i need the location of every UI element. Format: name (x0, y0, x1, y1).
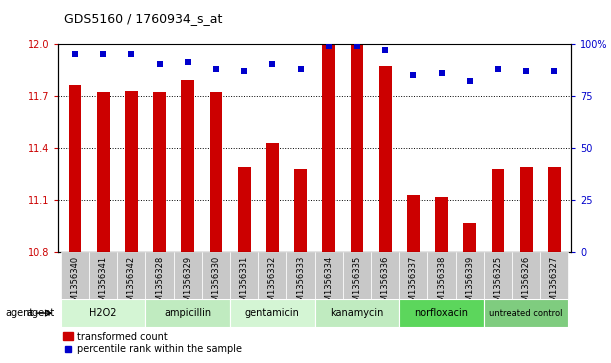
Bar (435, 197, 448, 252)
Text: kanamycin: kanamycin (331, 308, 384, 318)
Bar (351, 44, 364, 252)
Bar (540, 252, 568, 299)
Point (437, 70, 447, 76)
Point (521, 68, 531, 74)
Point (296, 66, 306, 72)
Bar (512, 252, 540, 299)
Point (549, 68, 559, 74)
Bar (407, 195, 420, 252)
Text: GSM1356338: GSM1356338 (437, 256, 446, 313)
Bar (61, 252, 89, 299)
Bar (484, 299, 568, 327)
Text: GSM1356326: GSM1356326 (522, 256, 531, 312)
Point (183, 60, 192, 65)
Bar (295, 169, 307, 252)
Text: untreated control: untreated control (489, 309, 563, 318)
Text: GDS5160 / 1760934_s_at: GDS5160 / 1760934_s_at (64, 12, 222, 25)
Bar (520, 167, 533, 252)
Point (380, 47, 390, 53)
Bar (145, 299, 230, 327)
Text: GSM1356332: GSM1356332 (268, 256, 277, 312)
Bar (399, 252, 428, 299)
Bar (153, 92, 166, 252)
Bar (68, 85, 81, 252)
Point (324, 43, 334, 49)
Point (493, 66, 503, 72)
Text: agent: agent (27, 308, 55, 318)
Text: norfloxacin: norfloxacin (415, 308, 469, 318)
Text: GSM1356330: GSM1356330 (211, 256, 221, 312)
Bar (117, 252, 145, 299)
Bar (287, 252, 315, 299)
Bar (548, 167, 561, 252)
Bar (230, 252, 258, 299)
Bar (238, 167, 251, 252)
Point (98, 51, 108, 57)
Text: GSM1356342: GSM1356342 (127, 256, 136, 312)
Bar (484, 252, 512, 299)
Bar (202, 252, 230, 299)
Bar (463, 223, 476, 252)
Text: GSM1356331: GSM1356331 (240, 256, 249, 312)
Bar (181, 80, 194, 252)
Point (70, 51, 80, 57)
Text: GSM1356341: GSM1356341 (98, 256, 108, 312)
Text: ampicillin: ampicillin (164, 308, 211, 318)
Point (126, 51, 136, 57)
Point (409, 72, 419, 78)
Bar (323, 44, 335, 252)
Bar (89, 252, 117, 299)
Text: GSM1356325: GSM1356325 (494, 256, 502, 312)
Text: H2O2: H2O2 (89, 308, 117, 318)
Text: agent: agent (6, 308, 34, 318)
Text: GSM1356335: GSM1356335 (353, 256, 362, 312)
Bar (456, 252, 484, 299)
Legend: transformed count, percentile rank within the sample: transformed count, percentile rank withi… (63, 331, 243, 355)
Bar (315, 252, 343, 299)
Text: GSM1356337: GSM1356337 (409, 256, 418, 313)
Text: gentamicin: gentamicin (245, 308, 300, 318)
Bar (258, 252, 287, 299)
Point (352, 43, 362, 49)
Point (465, 78, 475, 84)
Bar (492, 169, 504, 252)
Bar (61, 299, 145, 327)
Bar (97, 92, 109, 252)
Bar (266, 143, 279, 252)
Bar (428, 252, 456, 299)
Text: GSM1356340: GSM1356340 (70, 256, 79, 312)
Text: GSM1356339: GSM1356339 (465, 256, 474, 312)
Bar (343, 252, 371, 299)
Text: GSM1356334: GSM1356334 (324, 256, 333, 312)
Bar (315, 299, 399, 327)
Text: GSM1356333: GSM1356333 (296, 256, 305, 313)
Bar (230, 299, 315, 327)
Bar (145, 252, 174, 299)
Bar (399, 299, 484, 327)
Bar (174, 252, 202, 299)
Point (268, 61, 277, 68)
Text: GSM1356336: GSM1356336 (381, 256, 390, 313)
Point (240, 68, 249, 74)
Bar (210, 92, 222, 252)
Point (155, 61, 164, 68)
Bar (379, 66, 392, 252)
Text: GSM1356328: GSM1356328 (155, 256, 164, 312)
Text: GSM1356327: GSM1356327 (550, 256, 559, 312)
Bar (371, 252, 399, 299)
Text: GSM1356329: GSM1356329 (183, 256, 192, 312)
Bar (125, 90, 137, 252)
Point (211, 66, 221, 72)
